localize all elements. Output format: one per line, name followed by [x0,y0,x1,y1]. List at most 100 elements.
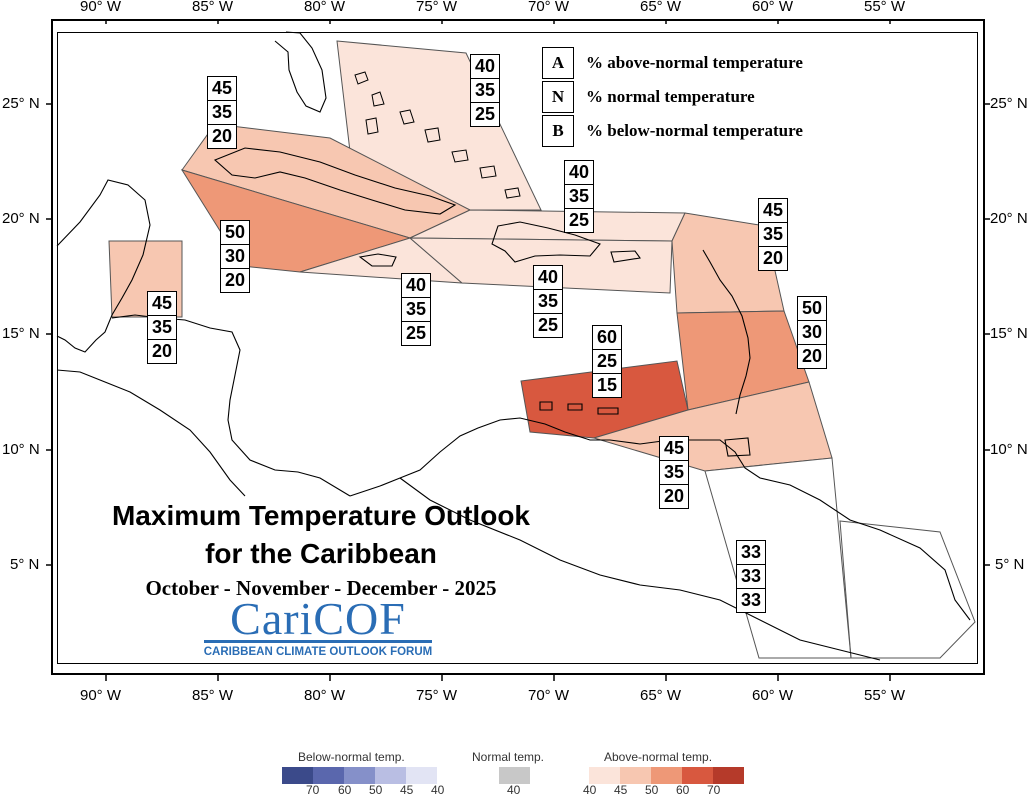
colorbar-tick: 45 [400,783,414,797]
map-inner-frame [57,32,978,664]
colorbar-above-title: Above-normal temp. [604,750,713,764]
normal-value: 35 [660,461,688,485]
normal-value: 35 [471,79,499,103]
normal-value: 35 [208,101,236,125]
lat-label-left: 25° N [2,95,40,112]
key-row-above: A % above-normal temperature [542,46,803,80]
colorbar-tick: 45 [614,783,628,797]
colorbar-swatch-above [620,767,651,784]
lon-label-bottom: 80° W [304,687,346,704]
season-label: October - November - December - 2025 [145,576,497,600]
above-value: 45 [660,437,688,461]
lat-label-right: 25° N [990,95,1028,112]
bahamas-islands [354,71,521,199]
colorbar-swatch-above [589,767,620,784]
lon-label-top: 75° W [416,0,458,15]
above-value: 45 [148,292,176,316]
above-value: 33 [737,541,765,565]
colorbar-tick: 50 [369,783,383,797]
prob-box-caribbean-north: 40 35 25 [533,265,563,338]
lon-label-bottom: 90° W [80,687,122,704]
colorbar-swatch-below [375,767,406,784]
lat-label-right: 10° N [990,441,1028,458]
colorbar-tick: 40 [507,783,521,797]
key-letter: N [542,81,574,113]
prob-box-belize: 45 35 20 [147,291,177,364]
below-value: 20 [151,341,173,361]
prob-box-jamaica: 40 35 25 [401,273,431,346]
lon-label-top: 80° W [304,0,346,15]
colorbar-below-title: Below-normal temp. [298,750,405,764]
colorbar-tick: 50 [645,783,659,797]
above-value: 60 [593,326,621,350]
below-value: 20 [224,270,246,290]
above-value: 40 [534,266,562,290]
normal-value: 35 [148,316,176,340]
below-value: 20 [801,346,823,366]
lat-label-left: 20° N [2,210,40,227]
map-title-line2: for the Caribbean [205,538,437,569]
prob-box-bahamas: 40 35 25 [470,54,500,127]
below-value: 20 [663,486,685,506]
lon-label-top: 70° W [528,0,570,15]
colorbar-tick: 70 [707,783,721,797]
above-value: 40 [471,55,499,79]
normal-value: 35 [565,185,593,209]
lon-label-bottom: 70° W [528,687,570,704]
colorbar-tick: 60 [338,783,352,797]
coastlines [56,31,971,661]
below-value: 33 [740,590,762,610]
lon-label-bottom: 55° W [864,687,906,704]
colorbar-swatch-below [282,767,313,784]
above-value: 50 [221,221,249,245]
lat-label-right: 20° N [990,210,1028,227]
lon-label-bottom: 65° W [640,687,682,704]
lon-label-bottom: 85° W [192,687,234,704]
colorbar-swatch-above [651,767,682,784]
colorbar-tick: 70 [306,783,320,797]
colorbar-normal-title: Normal temp. [472,750,545,764]
logo-subtitle: CARIBBEAN CLIMATE OUTLOOK FORUM [203,646,433,658]
lon-label-top: 65° W [640,0,682,15]
colorbar-swatch-below [406,767,437,784]
map-title: Maximum Temperature Outlook [111,500,530,531]
normal-value: 30 [221,245,249,269]
above-value: 40 [565,161,593,185]
below-value: 20 [762,248,784,268]
lat-label-left: 10° N [2,441,40,458]
colorbar-swatch-below [344,767,375,784]
normal-value: 33 [737,565,765,589]
key-row-below: B % below-normal temperature [542,114,803,148]
normal-value: 25 [593,350,621,374]
key-text: % below-normal temperature [586,121,803,140]
below-value: 25 [405,323,427,343]
below-value: 15 [596,375,618,395]
key-row-normal: N % normal temperature [542,80,803,114]
lon-label-top: 90° W [80,0,122,15]
below-value: 25 [568,210,590,230]
key-text: % above-normal temperature [586,53,803,72]
colorbar-tick: 40 [431,783,445,797]
prob-box-windward: 50 30 20 [797,296,827,369]
logo-name: CariCOF [230,593,406,644]
map-outer-frame [51,19,985,675]
above-value: 45 [208,77,236,101]
above-value: 45 [759,199,787,223]
prob-box-trinidad: 45 35 20 [659,436,689,509]
colorbar-swatch-above [682,767,713,784]
below-value: 20 [211,126,233,146]
normal-value: 30 [798,321,826,345]
normal-value: 35 [534,290,562,314]
above-value: 50 [798,297,826,321]
above-value: 40 [402,274,430,298]
prob-box-hispaniola: 40 35 25 [564,160,594,233]
probability-key: A % above-normal temperature N % normal … [542,46,803,148]
colorbar-tick: 40 [583,783,597,797]
normal-value: 35 [759,223,787,247]
colorbar-swatch-normal [499,767,530,784]
lon-label-bottom: 75° W [416,687,458,704]
colorbar-swatch-above [713,767,744,784]
key-text: % normal temperature [586,87,755,106]
lon-label-bottom: 60° W [752,687,794,704]
